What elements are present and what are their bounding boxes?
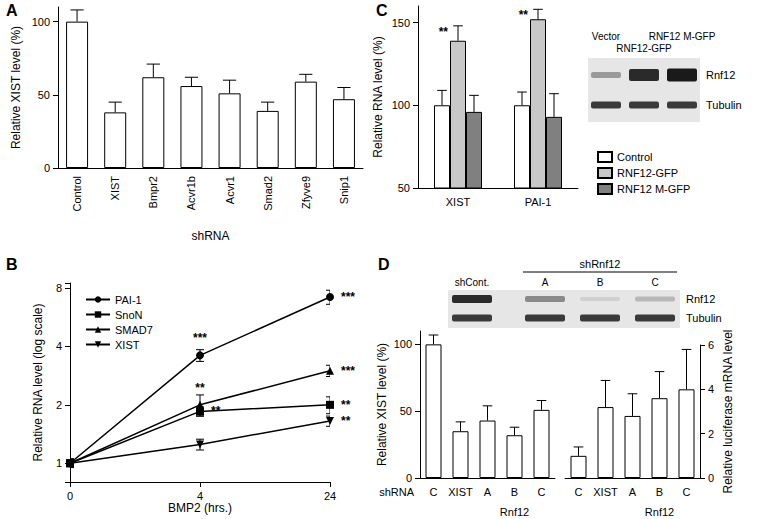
svg-text:RNF12-GFP: RNF12-GFP [617, 167, 678, 179]
svg-text:50: 50 [38, 89, 50, 101]
svg-text:1: 1 [56, 457, 62, 469]
svg-text:A: A [542, 277, 549, 288]
svg-text:RNF12 M-GFP: RNF12 M-GFP [649, 31, 716, 42]
svg-text:XIST: XIST [115, 339, 140, 351]
svg-text:SMAD7: SMAD7 [115, 324, 153, 336]
svg-text:50: 50 [398, 182, 410, 194]
svg-text:Relative XIST level (%): Relative XIST level (%) [375, 343, 389, 466]
svg-text:SnoN: SnoN [115, 309, 143, 321]
svg-text:XIST: XIST [109, 176, 121, 201]
svg-text:**: ** [211, 404, 221, 418]
svg-text:shRNA: shRNA [191, 229, 229, 243]
svg-text:**: ** [195, 381, 205, 395]
svg-text:2: 2 [56, 399, 62, 411]
svg-text:D: D [378, 256, 390, 273]
svg-text:Rnf12: Rnf12 [500, 506, 529, 518]
svg-text:2: 2 [708, 428, 714, 440]
svg-text:4: 4 [197, 490, 203, 502]
svg-text:shRNA: shRNA [379, 486, 415, 498]
svg-text:Relative XIST level (%): Relative XIST level (%) [9, 26, 23, 149]
svg-text:A: A [629, 486, 637, 498]
svg-text:Relative luciferase mRNA level: Relative luciferase mRNA level [721, 329, 735, 493]
svg-text:Bmpr2: Bmpr2 [147, 176, 159, 208]
svg-text:C: C [575, 486, 583, 498]
svg-text:150: 150 [392, 17, 410, 29]
svg-text:B: B [656, 486, 663, 498]
svg-text:0: 0 [44, 162, 50, 174]
svg-text:***: *** [193, 331, 207, 345]
svg-text:Smad2: Smad2 [262, 176, 274, 211]
svg-text:shRnf12: shRnf12 [580, 258, 621, 270]
svg-text:***: *** [341, 364, 355, 378]
svg-text:C: C [683, 486, 691, 498]
svg-text:**: ** [341, 414, 351, 428]
svg-text:B: B [597, 277, 604, 288]
svg-text:0: 0 [67, 490, 73, 502]
svg-text:B: B [511, 486, 518, 498]
svg-text:XIST: XIST [593, 486, 618, 498]
svg-text:24: 24 [324, 490, 336, 502]
svg-text:Rnf12: Rnf12 [645, 506, 674, 518]
svg-text:Tubulin: Tubulin [706, 99, 742, 111]
svg-text:XIST: XIST [446, 196, 471, 208]
svg-text:Zfyve9: Zfyve9 [300, 176, 312, 209]
svg-text:PAI-1: PAI-1 [525, 196, 552, 208]
svg-text:Rnf12: Rnf12 [706, 69, 735, 81]
svg-text:Control: Control [71, 176, 83, 211]
svg-text:Vector: Vector [592, 31, 621, 42]
svg-text:Acvr1b: Acvr1b [185, 176, 197, 210]
svg-text:Relative RNA level (log scale): Relative RNA level (log scale) [31, 303, 45, 461]
svg-text:PAI-1: PAI-1 [115, 294, 142, 306]
svg-text:A: A [484, 486, 492, 498]
svg-text:B: B [6, 256, 18, 273]
svg-text:4: 4 [56, 340, 62, 352]
svg-text:Snip1: Snip1 [338, 176, 350, 204]
svg-text:C: C [376, 2, 388, 19]
svg-text:Control: Control [617, 151, 652, 163]
svg-text:shCont.: shCont. [455, 277, 489, 288]
svg-text:8: 8 [56, 282, 62, 294]
svg-text:**: ** [439, 25, 449, 39]
svg-text:**: ** [519, 8, 529, 22]
svg-text:100: 100 [394, 338, 412, 350]
svg-text:50: 50 [400, 405, 412, 417]
svg-text:Acvr1: Acvr1 [224, 176, 236, 204]
svg-text:100: 100 [32, 16, 50, 28]
svg-text:6: 6 [708, 339, 714, 351]
svg-text:Relative RNA level (%): Relative RNA level (%) [371, 36, 385, 157]
svg-text:0: 0 [406, 472, 412, 484]
svg-text:0: 0 [708, 472, 714, 484]
svg-text:***: *** [341, 290, 355, 304]
svg-text:Tubulin: Tubulin [686, 312, 722, 324]
svg-text:BMP2 (hrs.): BMP2 (hrs.) [168, 501, 232, 515]
svg-text:RNF12 M-GFP: RNF12 M-GFP [617, 183, 690, 195]
svg-text:Rnf12: Rnf12 [686, 293, 715, 305]
svg-text:100: 100 [392, 99, 410, 111]
svg-text:XIST: XIST [448, 486, 473, 498]
svg-text:RNF12-GFP: RNF12-GFP [616, 43, 672, 54]
svg-text:C: C [430, 486, 438, 498]
svg-text:4: 4 [708, 383, 714, 395]
svg-text:C: C [651, 277, 658, 288]
svg-text:**: ** [341, 398, 351, 412]
svg-text:A: A [6, 2, 18, 19]
svg-text:C: C [538, 486, 546, 498]
